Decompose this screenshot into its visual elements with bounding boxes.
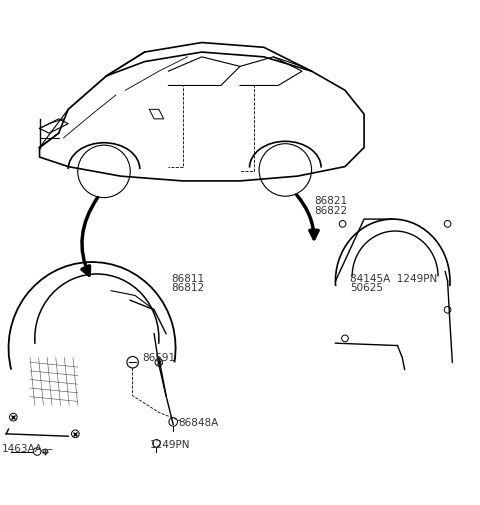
Text: 86848A: 86848A — [178, 418, 218, 428]
Text: 86811: 86811 — [171, 274, 204, 283]
Text: 86812: 86812 — [171, 283, 204, 293]
Text: 50625: 50625 — [350, 283, 383, 293]
Text: 86822: 86822 — [314, 206, 347, 216]
Text: 86821: 86821 — [314, 196, 347, 206]
Text: 1249PN: 1249PN — [149, 439, 190, 449]
Text: 86591: 86591 — [142, 353, 175, 363]
Text: 84145A  1249PN: 84145A 1249PN — [350, 274, 437, 283]
Text: 1463AA―: 1463AA― — [1, 444, 53, 454]
